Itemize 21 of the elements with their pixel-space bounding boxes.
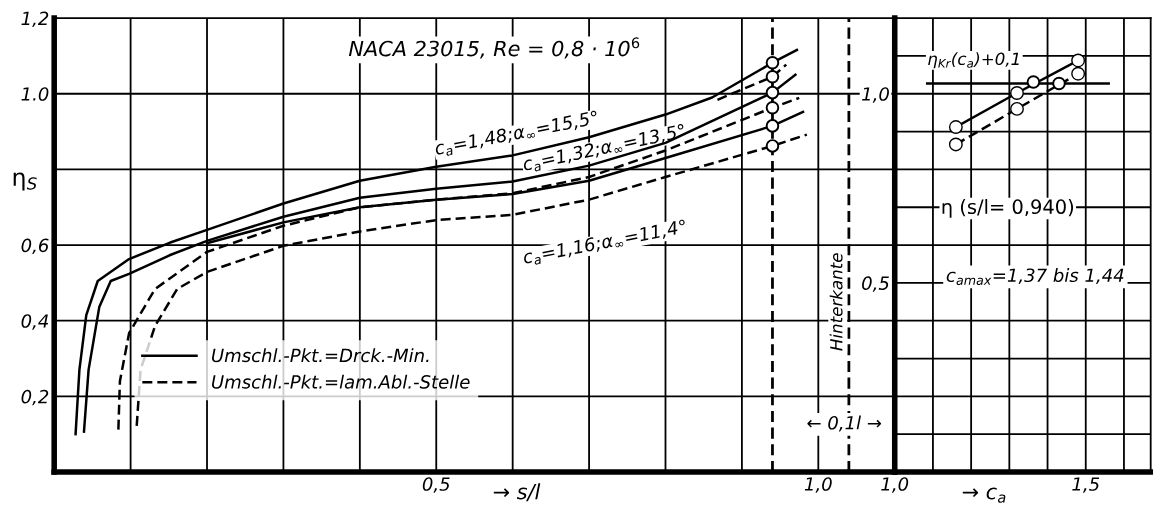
y-axis-title: η (s/l= 0,940) bbox=[942, 199, 1074, 218]
x-tick-label: 0,5 bbox=[422, 477, 450, 493]
y-axis-title: η$_{S}$ bbox=[13, 172, 37, 191]
text: NACA 23015, Re = 0,8 · 10$^{6}$ bbox=[348, 37, 640, 59]
ref-line-label: Hinterkante bbox=[829, 253, 843, 351]
y-tick-label: 0,4 bbox=[21, 314, 49, 330]
x-tick-label: 1,0 bbox=[881, 477, 909, 493]
series-label: η$_{Kr}$(c$_{a}$)+0,1 bbox=[928, 52, 1019, 69]
annotation: c$_{amax}$=1,37 bis 1,44 bbox=[946, 268, 1124, 285]
y-tick-label: 1.0 bbox=[21, 87, 49, 101]
x-axis-title: → c$_{a}$ bbox=[962, 487, 1006, 503]
y-tick-label: 0,2 bbox=[21, 389, 49, 406]
legend-label: Umschl.-Pkt.=lam.Abl.-Stelle bbox=[212, 374, 470, 389]
annotation: c$_{a}$=1,16;α$_{∞}$=11,4° bbox=[522, 219, 688, 267]
annotation: ← 0,1l → bbox=[807, 415, 882, 432]
y-tick-label: 0,6 bbox=[21, 238, 49, 255]
x-tick-label: 1,0 bbox=[804, 477, 832, 493]
legend-label: Umschl.-Pkt.=Drck.-Min. bbox=[212, 348, 429, 363]
y-tick-label: 1,2 bbox=[21, 11, 49, 28]
x-tick-label: 1,5 bbox=[1072, 477, 1100, 493]
x-axis-title: → s/l bbox=[493, 483, 541, 502]
